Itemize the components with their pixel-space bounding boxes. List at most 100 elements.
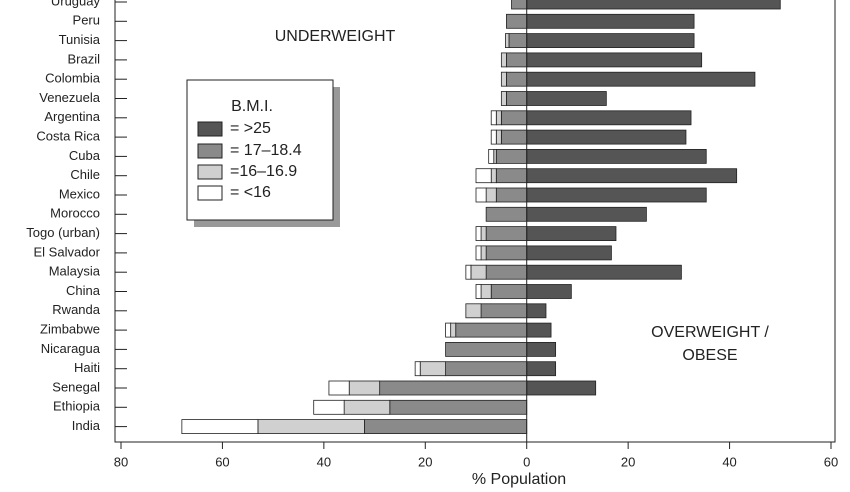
x-tick-label: 60 <box>824 454 838 469</box>
bar <box>495 148 528 164</box>
y-tick-label: Rwanda <box>52 302 100 317</box>
legend-swatch <box>197 121 223 137</box>
bar <box>257 419 365 435</box>
legend-label: =16–16.9 <box>230 163 297 180</box>
bar <box>480 284 492 299</box>
bar <box>465 303 482 319</box>
bar <box>526 168 738 184</box>
bar <box>526 187 707 203</box>
bar <box>526 129 687 145</box>
bar <box>488 148 495 164</box>
legend-label: = 17–18.4 <box>230 142 302 159</box>
bar <box>526 110 692 126</box>
bar <box>389 399 528 415</box>
bar <box>450 322 457 338</box>
bar <box>526 226 617 242</box>
bar <box>445 341 528 357</box>
y-tick-label: Brazil <box>67 51 100 66</box>
y-tick-label: Venezuela <box>39 90 100 105</box>
bar <box>506 52 528 68</box>
bar <box>445 322 452 338</box>
bar <box>526 264 682 280</box>
bar <box>526 245 612 261</box>
y-tick-label: Colombia <box>45 71 101 86</box>
bar <box>495 168 528 184</box>
bar <box>475 226 482 242</box>
bar <box>526 33 695 48</box>
bar <box>343 399 391 415</box>
bar <box>490 168 497 184</box>
bar <box>500 129 528 145</box>
x-tick-label: 60 <box>215 454 229 469</box>
legend-swatch <box>197 143 223 159</box>
bar <box>485 264 528 280</box>
y-tick-label: Uruguay <box>51 0 101 8</box>
bar <box>485 206 528 222</box>
bar <box>495 129 502 145</box>
y-tick-label: Tunisia <box>59 32 101 47</box>
bar <box>526 148 707 164</box>
y-tick-label: Malaysia <box>49 264 101 279</box>
bar <box>328 380 350 396</box>
bar <box>181 419 259 435</box>
bar <box>475 187 487 203</box>
bar <box>495 110 502 126</box>
bar <box>485 226 528 242</box>
y-tick-label: Senegal <box>52 379 100 394</box>
legend-swatch <box>197 185 223 201</box>
bar <box>480 245 487 261</box>
x-tick-label: 40 <box>317 454 331 469</box>
bar <box>526 303 547 319</box>
y-tick-label: India <box>72 418 101 433</box>
x-tick-label: 20 <box>418 454 432 469</box>
bar <box>506 91 528 106</box>
y-tick-label: Togo (urban) <box>26 225 100 240</box>
x-tick-label: 20 <box>621 454 635 469</box>
y-tick-label: El Salvador <box>34 244 101 259</box>
bar <box>475 168 492 184</box>
bar <box>526 322 552 338</box>
y-tick-label: Costa Rica <box>36 129 100 144</box>
x-tick-label: 40 <box>722 454 736 469</box>
y-tick-label: Chile <box>70 167 100 182</box>
legend-label: = >25 <box>230 120 271 137</box>
bar <box>348 380 381 396</box>
bar <box>526 341 557 357</box>
annotation: UNDERWEIGHT <box>275 28 396 45</box>
y-tick-label: Ethiopia <box>53 399 101 414</box>
bar <box>526 206 647 222</box>
bar <box>511 0 528 10</box>
plot-frame <box>114 0 836 443</box>
y-tick-label: Argentina <box>44 109 100 124</box>
legend-title: B.M.I. <box>231 98 273 115</box>
bar <box>485 187 497 203</box>
x-tick-label: 80 <box>114 454 128 469</box>
x-axis-label: % Population <box>472 471 566 488</box>
x-tick-label: 0 <box>523 454 530 469</box>
bar <box>480 303 528 319</box>
bar <box>505 33 510 48</box>
y-tick-label: Haiti <box>74 360 100 375</box>
bar <box>313 399 345 415</box>
bar <box>495 187 528 203</box>
bar <box>379 380 528 396</box>
bar <box>500 110 528 126</box>
bar <box>500 71 507 87</box>
bar <box>526 91 607 106</box>
bar <box>526 361 557 377</box>
bar <box>475 284 482 299</box>
bar <box>490 129 497 145</box>
y-tick-label: China <box>66 283 101 298</box>
bar <box>480 226 487 242</box>
bar <box>526 380 597 396</box>
annotation: OBESE <box>682 347 737 364</box>
bar <box>445 361 528 377</box>
bar <box>506 71 528 87</box>
bar <box>490 110 497 126</box>
y-tick-label: Zimbabwe <box>40 322 100 337</box>
bar <box>526 71 756 87</box>
bar <box>465 264 472 280</box>
bar <box>419 361 446 377</box>
bar <box>414 361 421 377</box>
